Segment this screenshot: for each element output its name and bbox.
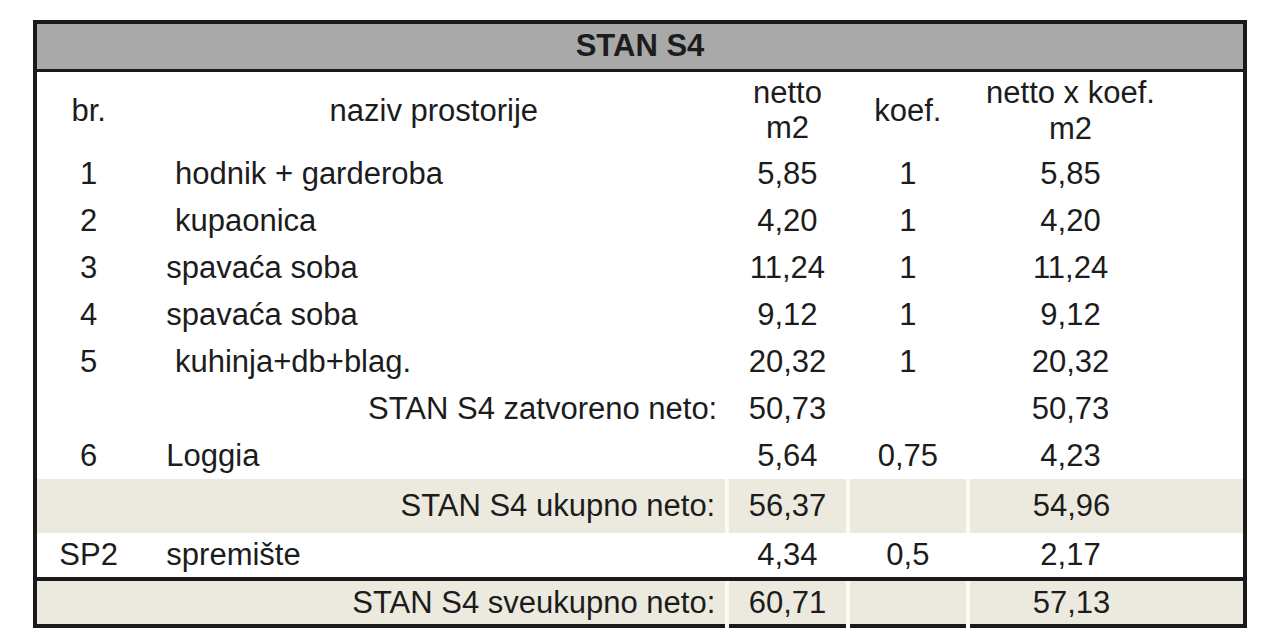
subtotal-label: STAN S4 sveukupno neto: — [35, 579, 727, 626]
subtotal-label: STAN S4 zatvoreno neto: — [35, 385, 727, 432]
col-header-br: br. — [35, 70, 140, 150]
area-calculation-sheet: STAN S4 br. naziv prostorije netto m2 ko… — [33, 20, 1247, 628]
netto-cell: 9,12 — [727, 291, 847, 338]
br-cell: 2 — [35, 197, 140, 244]
netto-cell: 11,24 — [727, 244, 847, 291]
koef-cell — [848, 579, 968, 626]
netto-cell: 60,71 — [727, 579, 847, 626]
naziv-cell: spremište — [140, 533, 727, 579]
netto-x-koef-cell: 20,32 — [968, 338, 1245, 385]
koef-cell: 1 — [848, 150, 968, 197]
netto-x-koef-cell: 4,20 — [968, 197, 1245, 244]
koef-cell: 1 — [848, 338, 968, 385]
netto-cell: 56,37 — [727, 479, 847, 533]
table-row: 6 Loggia 5,64 0,75 4,23 — [35, 432, 1245, 479]
stan-s4-table: STAN S4 br. naziv prostorije netto m2 ko… — [33, 20, 1247, 628]
netto-cell: 4,20 — [727, 197, 847, 244]
col-header-netto-line2: m2 — [727, 111, 847, 146]
br-cell: 6 — [35, 432, 140, 479]
netto-x-koef-cell: 4,23 — [968, 432, 1245, 479]
koef-cell: 1 — [848, 244, 968, 291]
netto-x-koef-cell: 5,85 — [968, 150, 1245, 197]
table-title: STAN S4 — [35, 22, 1245, 70]
koef-cell: 0,75 — [848, 432, 968, 479]
naziv-cell: kuhinja+db+blag. — [140, 338, 727, 385]
netto-x-koef-cell: 50,73 — [968, 385, 1245, 432]
koef-cell — [848, 385, 968, 432]
table-row: SP2 spremište 4,34 0,5 2,17 — [35, 533, 1245, 579]
br-cell: SP2 — [35, 533, 140, 579]
netto-x-koef-cell: 57,13 — [968, 579, 1245, 626]
koef-cell: 0,5 — [848, 533, 968, 579]
netto-cell: 5,64 — [727, 432, 847, 479]
netto-cell: 50,73 — [727, 385, 847, 432]
netto-x-koef-cell: 9,12 — [968, 291, 1245, 338]
netto-cell: 4,34 — [727, 533, 847, 579]
naziv-cell: kupaonica — [140, 197, 727, 244]
naziv-cell: spavaća soba — [140, 291, 727, 338]
naziv-cell: hodnik + garderoba — [140, 150, 727, 197]
naziv-cell: Loggia — [140, 432, 727, 479]
netto-x-koef-cell: 54,96 — [968, 479, 1245, 533]
br-cell: 1 — [35, 150, 140, 197]
table-header-row: br. naziv prostorije netto m2 koef. nett… — [35, 70, 1245, 150]
naziv-cell: spavaća soba — [140, 244, 727, 291]
br-cell: 4 — [35, 291, 140, 338]
koef-cell — [848, 479, 968, 533]
col-header-koef: koef. — [848, 70, 968, 150]
table-row: 4 spavaća soba 9,12 1 9,12 — [35, 291, 1245, 338]
table-row-sveukupno-neto: STAN S4 sveukupno neto: 60,71 57,13 — [35, 579, 1245, 626]
col-header-naziv: naziv prostorije — [140, 70, 727, 150]
koef-cell: 1 — [848, 291, 968, 338]
br-cell: 5 — [35, 338, 140, 385]
col-header-netto: netto m2 — [727, 70, 847, 150]
table-row: 5 kuhinja+db+blag. 20,32 1 20,32 — [35, 338, 1245, 385]
col-header-netto-x-koef: netto x koef. m2 — [968, 70, 1245, 150]
table-row: 2 kupaonica 4,20 1 4,20 — [35, 197, 1245, 244]
netto-x-koef-cell: 2,17 — [968, 533, 1245, 579]
subtotal-label: STAN S4 ukupno neto: — [35, 479, 727, 533]
table-row-zatvoreno-neto: STAN S4 zatvoreno neto: 50,73 50,73 — [35, 385, 1245, 432]
table-row: 3 spavaća soba 11,24 1 11,24 — [35, 244, 1245, 291]
col-header-netto-line1: netto — [727, 76, 847, 111]
netto-cell: 5,85 — [727, 150, 847, 197]
br-cell: 3 — [35, 244, 140, 291]
koef-cell: 1 — [848, 197, 968, 244]
table-row-ukupno-neto: STAN S4 ukupno neto: 56,37 54,96 — [35, 479, 1245, 533]
netto-x-koef-cell: 11,24 — [968, 244, 1245, 291]
table-row: STAN S4 — [35, 22, 1245, 70]
netto-cell: 20,32 — [727, 338, 847, 385]
table-row: 1 hodnik + garderoba 5,85 1 5,85 — [35, 150, 1245, 197]
